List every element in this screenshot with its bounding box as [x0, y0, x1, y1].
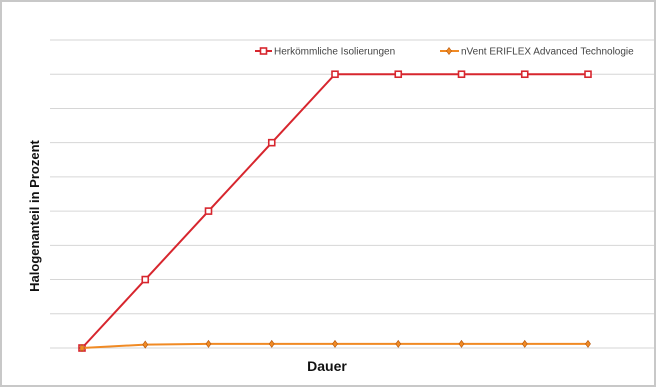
data-point[interactable]: [142, 340, 149, 349]
legend: Herkömmliche Isolierungen nVent ERIFLEX …: [255, 47, 634, 58]
data-point[interactable]: [79, 343, 85, 353]
series-eriflex: [79, 339, 591, 353]
data-point[interactable]: [457, 70, 466, 79]
data-point[interactable]: [331, 70, 339, 79]
data-point[interactable]: [395, 339, 402, 348]
data-point[interactable]: [520, 70, 529, 79]
series-layer: [78, 70, 592, 353]
data-point[interactable]: [584, 70, 592, 79]
data-point[interactable]: [267, 138, 276, 147]
x-axis-title: Dauer: [307, 358, 347, 374]
y-axis-title: Halogenanteil in Prozent: [27, 139, 42, 291]
legend-label-conventional: Herkömmliche Isolierungen: [274, 47, 395, 58]
data-point[interactable]: [394, 70, 403, 79]
data-point[interactable]: [141, 275, 150, 284]
legend-label-eriflex: nVent ERIFLEX Advanced Technologie: [461, 47, 634, 58]
data-point[interactable]: [332, 339, 338, 348]
legend-item-conventional[interactable]: Herkömmliche Isolierungen: [255, 47, 395, 58]
data-point[interactable]: [204, 207, 213, 215]
legend-item-eriflex[interactable]: nVent ERIFLEX Advanced Technologie: [440, 47, 634, 58]
data-point[interactable]: [268, 339, 275, 348]
data-point[interactable]: [521, 339, 528, 348]
data-point[interactable]: [458, 339, 465, 348]
legend-marker-eriflex: [446, 46, 452, 56]
gridlines: [50, 39, 654, 349]
legend-marker-conventional: [259, 47, 268, 55]
data-point[interactable]: [585, 339, 591, 348]
data-point[interactable]: [205, 339, 212, 348]
